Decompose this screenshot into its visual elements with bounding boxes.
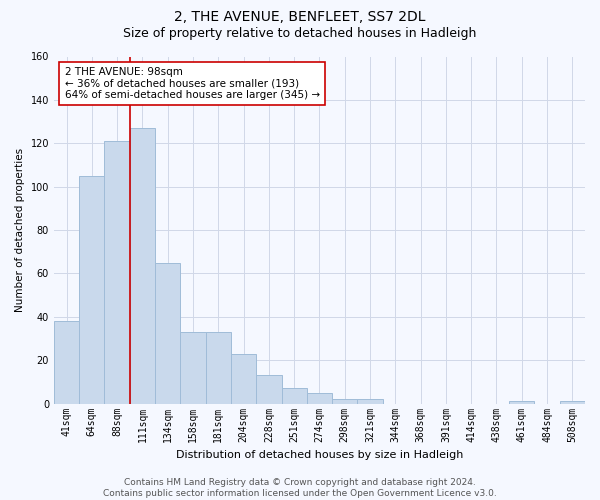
Bar xyxy=(155,262,181,404)
Bar xyxy=(181,332,206,404)
X-axis label: Distribution of detached houses by size in Hadleigh: Distribution of detached houses by size … xyxy=(176,450,463,460)
Bar xyxy=(256,376,281,404)
Text: Contains HM Land Registry data © Crown copyright and database right 2024.
Contai: Contains HM Land Registry data © Crown c… xyxy=(103,478,497,498)
Text: 2 THE AVENUE: 98sqm
← 36% of detached houses are smaller (193)
64% of semi-detac: 2 THE AVENUE: 98sqm ← 36% of detached ho… xyxy=(65,67,320,100)
Bar xyxy=(358,400,383,404)
Bar xyxy=(54,321,79,404)
Bar xyxy=(206,332,231,404)
Y-axis label: Number of detached properties: Number of detached properties xyxy=(15,148,25,312)
Bar xyxy=(281,388,307,404)
Bar xyxy=(130,128,155,404)
Bar xyxy=(104,141,130,404)
Bar xyxy=(332,400,358,404)
Text: 2, THE AVENUE, BENFLEET, SS7 2DL: 2, THE AVENUE, BENFLEET, SS7 2DL xyxy=(174,10,426,24)
Bar xyxy=(79,176,104,404)
Bar xyxy=(307,393,332,404)
Bar xyxy=(231,354,256,404)
Text: Size of property relative to detached houses in Hadleigh: Size of property relative to detached ho… xyxy=(124,28,476,40)
Bar xyxy=(509,402,535,404)
Bar xyxy=(560,402,585,404)
